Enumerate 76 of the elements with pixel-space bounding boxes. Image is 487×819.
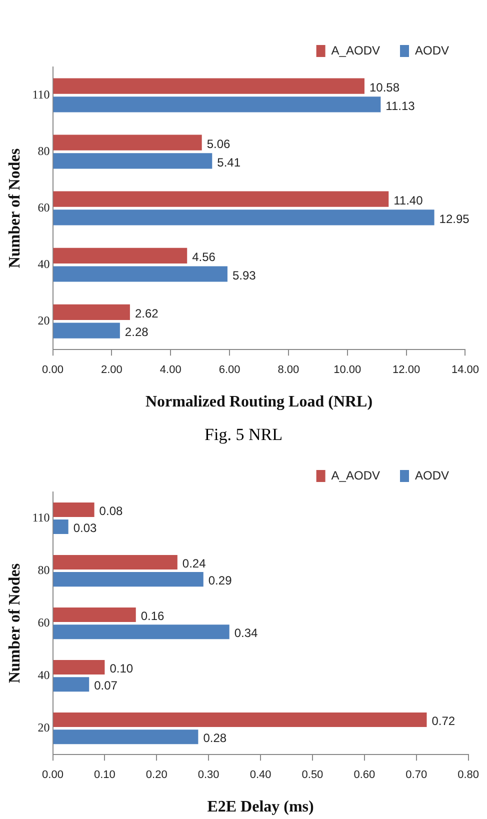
x-axis-title: E2E Delay (ms) <box>207 798 314 816</box>
bar <box>53 730 198 744</box>
data-label: 0.29 <box>208 574 232 588</box>
y-tick-label: 80 <box>38 144 50 158</box>
data-label: 11.13 <box>386 98 416 113</box>
bar <box>53 322 120 338</box>
x-tick-label: 0.40 <box>250 769 272 782</box>
y-tick-label: 40 <box>38 668 50 682</box>
bar <box>53 712 427 728</box>
data-label: 0.03 <box>73 521 98 536</box>
legend-label: A_AODV <box>331 468 380 482</box>
data-label: 5.06 <box>206 136 231 151</box>
x-tick-label: 0.30 <box>198 769 220 782</box>
bar <box>53 520 68 534</box>
x-tick-label: 0.20 <box>146 769 168 782</box>
data-label: 5.93 <box>232 268 256 282</box>
bar <box>53 502 94 517</box>
x-tick-label: 8.00 <box>278 364 300 376</box>
y-tick-label: 60 <box>38 615 50 630</box>
bar <box>53 134 202 150</box>
data-label: 0.28 <box>203 731 227 746</box>
bar <box>53 624 230 640</box>
y-axis-title: Number of Nodes <box>6 563 24 684</box>
y-axis-title: Number of Nodes <box>6 148 24 268</box>
x-tick-label: 0.60 <box>354 769 376 782</box>
y-tick-label: 110 <box>32 87 50 102</box>
data-label: 10.58 <box>369 80 400 94</box>
x-tick-label: 0.80 <box>458 769 480 782</box>
legend-label: A_AODV <box>331 43 380 58</box>
x-tick-label: 0.50 <box>302 769 324 782</box>
data-label: 2.62 <box>134 306 159 320</box>
bar <box>53 554 178 570</box>
bar <box>53 96 381 112</box>
y-tick-label: 80 <box>38 562 50 577</box>
bar <box>53 608 136 622</box>
data-label: 0.16 <box>140 609 165 624</box>
x-tick-label: 0.00 <box>42 364 64 376</box>
y-tick-label: 20 <box>38 313 50 328</box>
data-label: 4.56 <box>192 250 216 264</box>
x-tick-label: 4.00 <box>160 364 182 376</box>
data-label: 0.10 <box>110 662 134 676</box>
x-tick-label: 0.00 <box>42 769 64 782</box>
x-tick-label: 6.00 <box>218 364 240 376</box>
data-label: 12.95 <box>439 212 470 226</box>
data-label: 11.40 <box>394 193 424 208</box>
x-tick-label: 12.00 <box>392 364 420 376</box>
data-label: 0.08 <box>99 504 123 518</box>
data-label: 2.28 <box>124 324 149 339</box>
bar <box>53 78 364 94</box>
legend-label: AODV <box>414 468 450 482</box>
x-axis-title: Normalized Routing Load (NRL) <box>145 394 373 411</box>
bar <box>53 572 204 587</box>
bar <box>53 266 228 282</box>
bar <box>53 304 130 320</box>
bar <box>53 677 90 692</box>
bar <box>53 660 105 675</box>
x-tick-label: 14.00 <box>451 364 479 376</box>
bar <box>53 191 389 207</box>
y-tick-label: 110 <box>32 510 50 524</box>
data-label: 5.41 <box>217 155 241 170</box>
y-tick-label: 40 <box>38 256 50 271</box>
data-label: 0.07 <box>94 678 118 693</box>
x-tick-label: 0.10 <box>94 769 116 782</box>
y-tick-label: 20 <box>38 720 50 734</box>
x-tick-label: 0.70 <box>406 769 428 782</box>
caption: Fig. 5 NRL <box>204 424 284 446</box>
data-label: 0.24 <box>182 556 206 571</box>
x-tick-label: 10.00 <box>334 364 362 376</box>
legend-label: AODV <box>414 43 450 58</box>
bar <box>53 210 434 226</box>
data-label: 0.72 <box>432 714 456 728</box>
y-tick-label: 60 <box>38 200 50 214</box>
x-tick-label: 2.00 <box>100 364 122 376</box>
data-label: 0.34 <box>234 626 258 640</box>
bar <box>53 153 212 169</box>
bar <box>53 248 188 264</box>
